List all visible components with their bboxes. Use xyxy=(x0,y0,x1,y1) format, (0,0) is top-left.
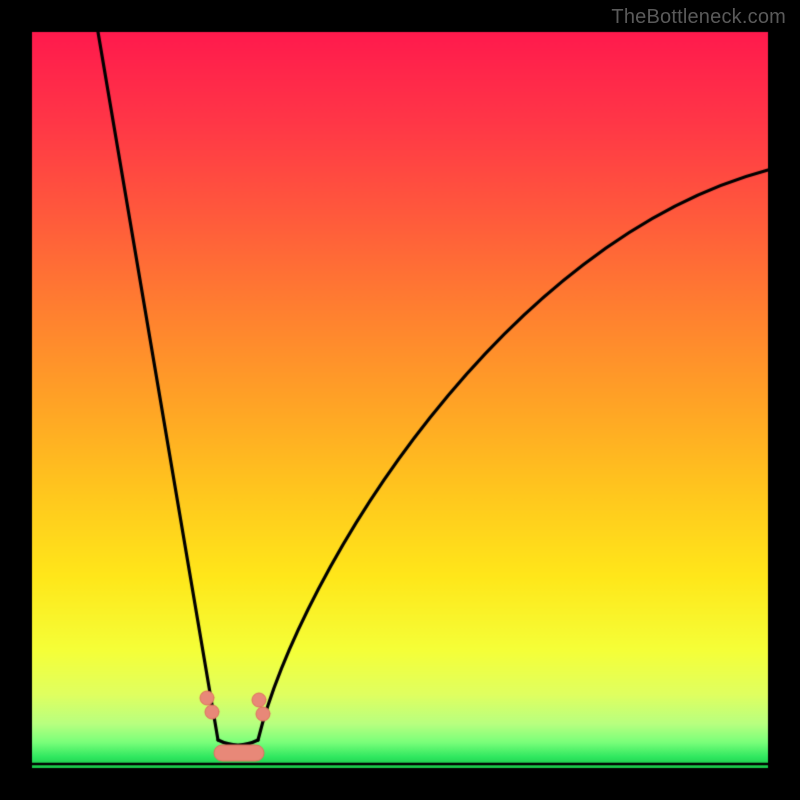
watermark-text: TheBottleneck.com xyxy=(611,6,786,29)
bottleneck-chart xyxy=(0,0,800,800)
